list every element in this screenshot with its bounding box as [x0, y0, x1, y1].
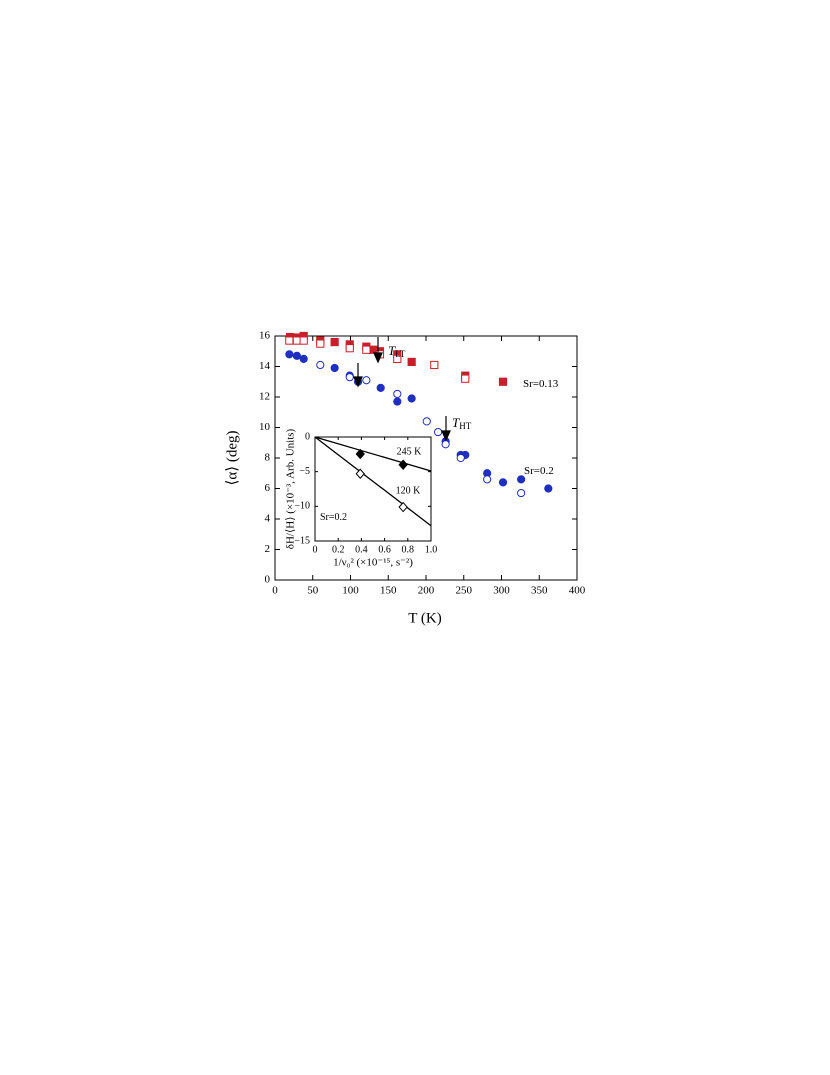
point — [398, 501, 408, 513]
x-tick-label: 0.6 — [378, 544, 391, 555]
point — [292, 336, 301, 345]
fit-line — [314, 436, 432, 472]
inset-plot: 0 0.2 0.4 0.6 0.8 1.0 0 −5 −10 −15 1/ν₀² (×10⁻¹⁵, … — [285, 428, 438, 568]
point — [316, 339, 325, 348]
x-tick-label: 1.0 — [425, 544, 438, 555]
point — [398, 459, 408, 470]
point — [407, 357, 416, 367]
annotation: TLT — [388, 343, 406, 359]
annotation-text: T — [388, 343, 396, 358]
x-tick-label: 50 — [307, 585, 319, 597]
point — [316, 360, 325, 370]
series-label: 120 K — [396, 485, 422, 496]
annotation-text: Sr=0.2 — [320, 512, 347, 523]
y-tick-label: −5 — [299, 466, 310, 477]
y-tick-label: 16 — [259, 330, 271, 342]
annotation-sub: LT — [395, 349, 406, 359]
annotation-text: T — [452, 415, 460, 430]
point — [517, 488, 526, 498]
y-tick-label: 14 — [259, 360, 271, 372]
point — [345, 344, 354, 353]
x-tick-label: 0.8 — [402, 544, 415, 555]
annotation: Sr=0.2 — [320, 512, 347, 523]
point — [330, 338, 339, 347]
y-tick-label: −15 — [294, 535, 310, 546]
x-tick-label: 250 — [456, 585, 473, 597]
y-tick-label: −10 — [294, 501, 310, 512]
point — [517, 475, 526, 484]
point — [376, 383, 385, 392]
point — [355, 448, 365, 460]
fit-line — [314, 436, 432, 527]
y-tick-label: 10 — [259, 421, 271, 433]
point — [330, 363, 339, 373]
arrows — [353, 337, 451, 442]
x-axis-label: T (K) — [408, 610, 441, 626]
x-tick-label: 400 — [569, 585, 586, 597]
x-tick-label: 150 — [380, 585, 397, 597]
y-tick-label: 12 — [259, 391, 270, 403]
y-tick-label: 4 — [265, 513, 271, 525]
point — [299, 336, 308, 345]
point — [369, 345, 378, 354]
point — [498, 377, 508, 386]
point — [441, 440, 450, 449]
annotation-text: Sr=0.2 — [524, 465, 554, 477]
point — [393, 389, 402, 399]
y-tick-label: 8 — [265, 452, 271, 464]
x-tick-label: 100 — [342, 585, 359, 597]
x-tick-label: 350 — [531, 585, 548, 597]
point — [430, 360, 439, 370]
point — [407, 394, 416, 403]
y-tick-label: 0 — [265, 574, 271, 586]
y-axis-label: δH/⟨H⟩ (×10⁻³, Arb. Units) — [285, 428, 297, 549]
x-tick-label: 0.2 — [332, 544, 345, 555]
x-tick-label: 300 — [493, 585, 510, 597]
point — [433, 427, 443, 437]
point — [362, 345, 371, 354]
annotation-text: Sr=0.13 — [523, 378, 559, 390]
point — [498, 478, 508, 487]
annotation: Sr=0.13 — [523, 378, 559, 390]
point — [461, 374, 470, 383]
point — [456, 453, 465, 463]
x-tick-label: 200 — [418, 585, 435, 597]
point — [422, 417, 431, 426]
annotation: THT — [452, 415, 472, 431]
point — [355, 468, 365, 479]
point — [393, 397, 402, 406]
annotation-sub: HT — [459, 421, 471, 431]
annotation: Sr=0.2 — [524, 465, 554, 477]
point — [345, 373, 354, 382]
y-tick-label: 0 — [305, 431, 310, 442]
x-tick-label: 0 — [272, 585, 278, 597]
x-axis-label: 1/ν₀² (×10⁻¹⁵, s⁻²) — [333, 557, 413, 569]
y-tick-label: 6 — [265, 482, 271, 494]
point — [285, 336, 294, 345]
point — [544, 484, 553, 493]
series-label: 245 K — [397, 446, 423, 457]
point — [483, 475, 492, 484]
point — [299, 354, 308, 363]
x-tick-label: 0 — [313, 544, 318, 555]
x-tick-label: 0.4 — [355, 544, 368, 555]
y-axis-label: ⟨α⟩ (deg) — [224, 431, 240, 486]
point — [362, 376, 371, 385]
point — [393, 354, 402, 363]
point — [285, 350, 294, 359]
y-tick-label: 2 — [265, 543, 271, 555]
point — [292, 351, 301, 360]
